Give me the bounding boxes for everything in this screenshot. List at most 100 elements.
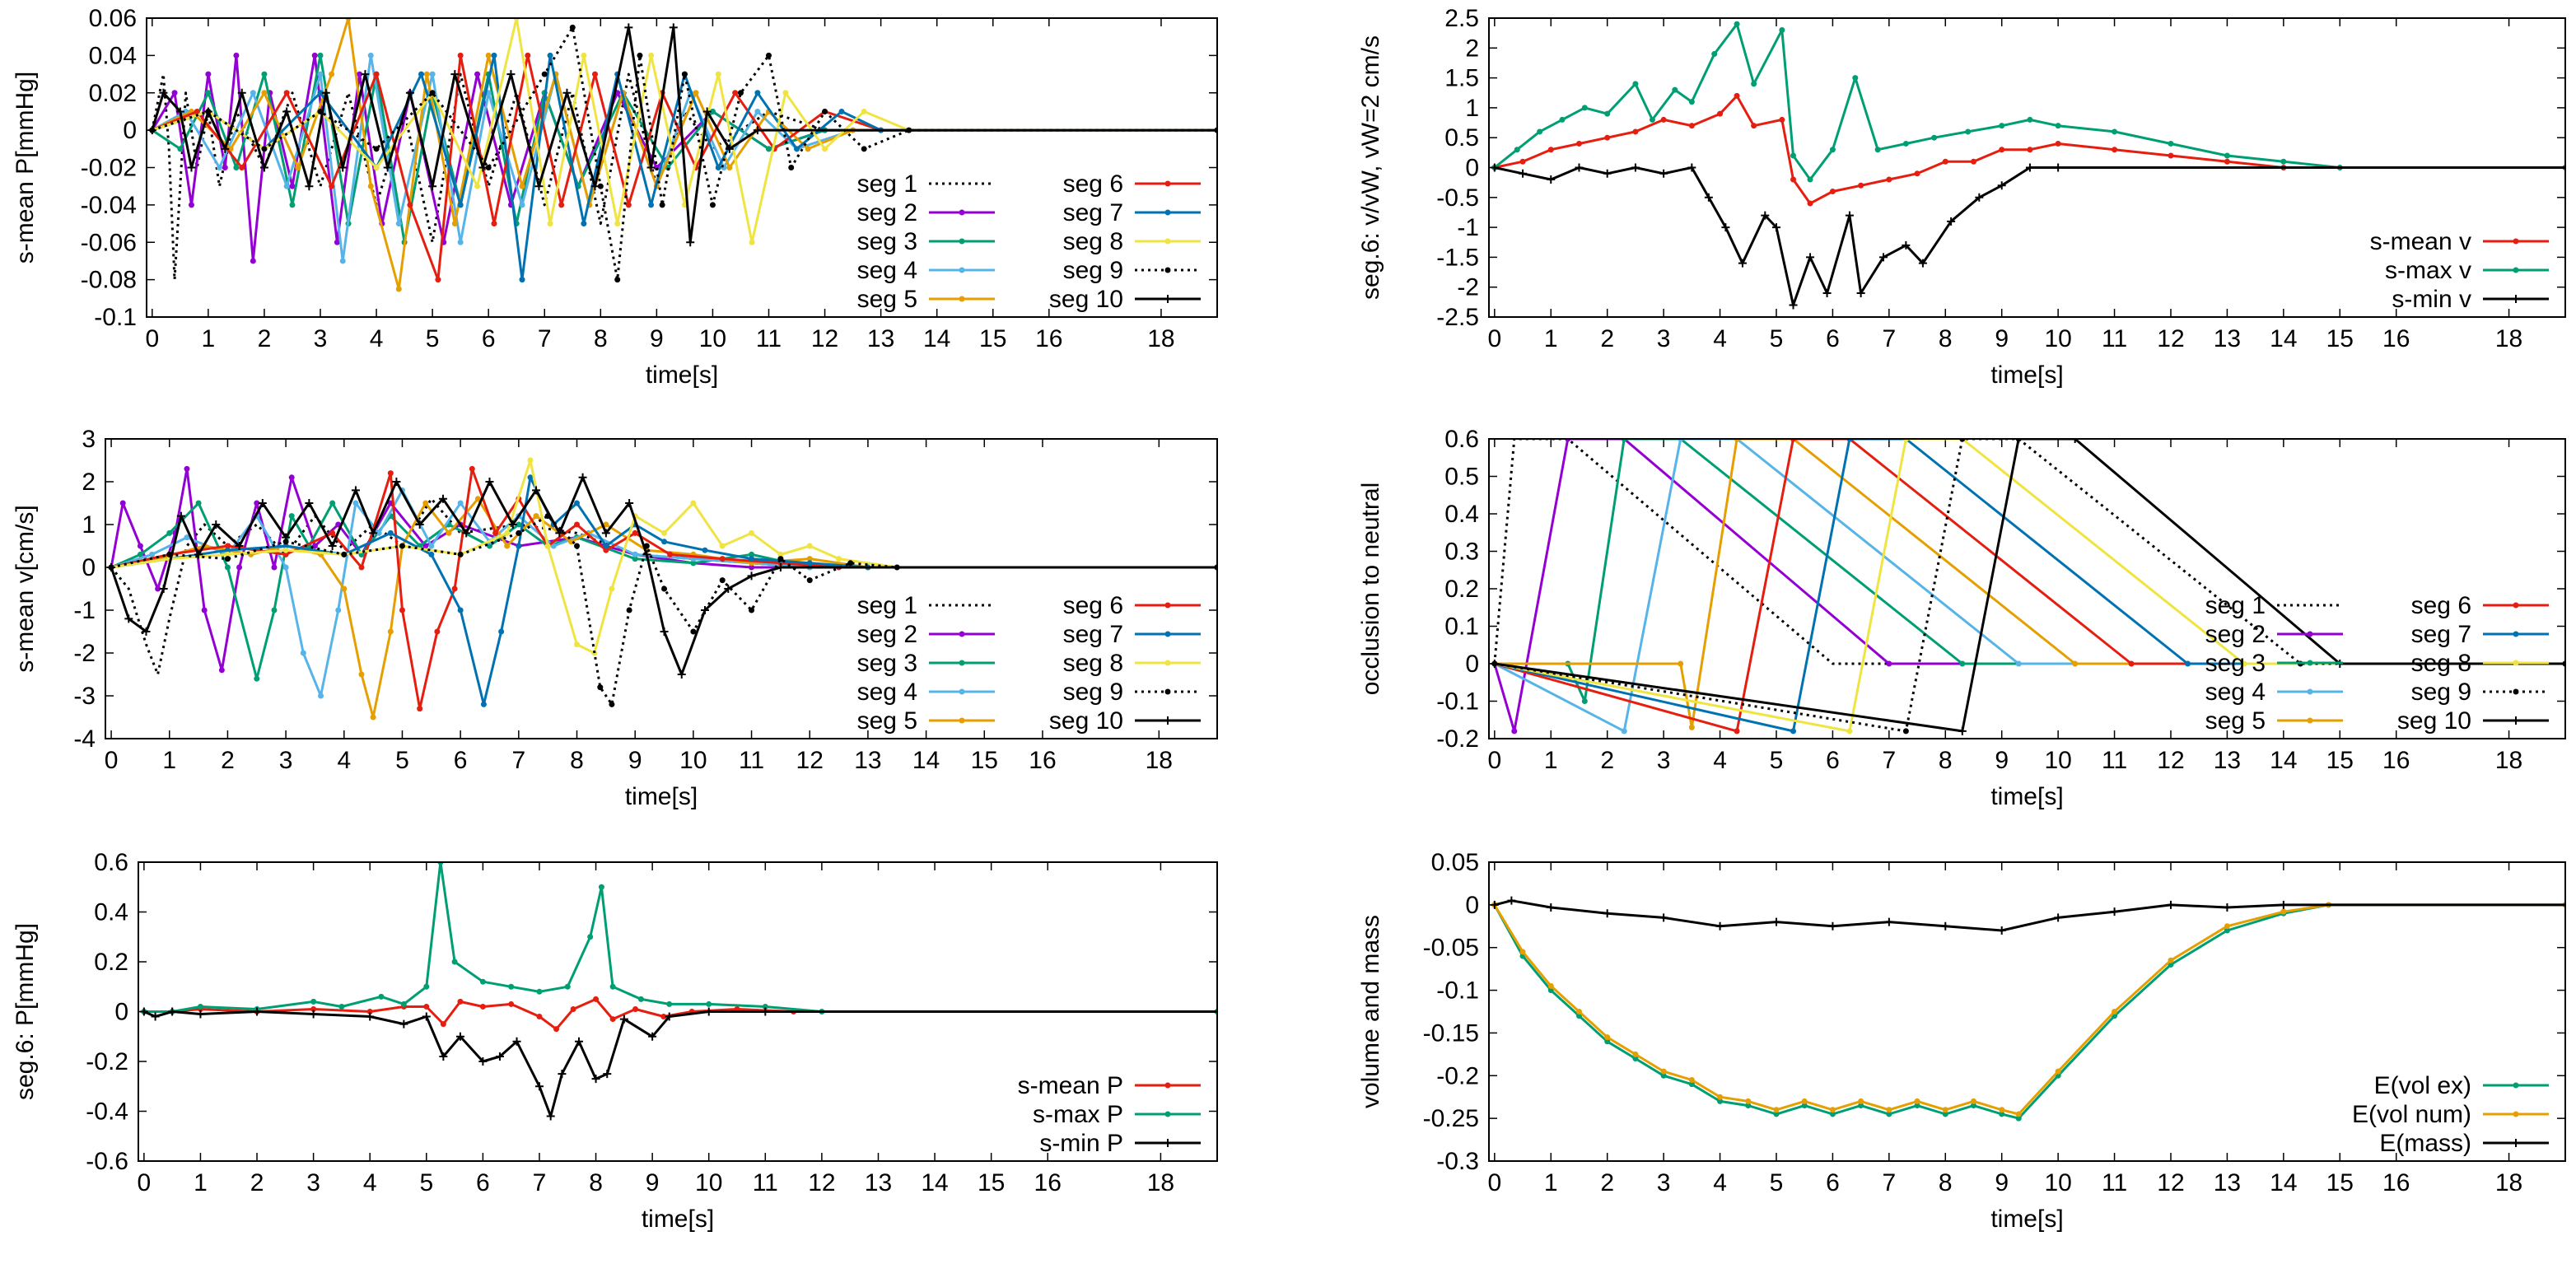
- legend-entry: seg 3: [857, 650, 995, 677]
- data-point: [361, 70, 370, 79]
- data-point: [271, 564, 278, 571]
- data-point: [536, 1014, 543, 1020]
- data-point: [1789, 301, 1798, 310]
- plot-frame: [105, 438, 1218, 739]
- data-point: [1745, 1103, 1752, 1109]
- data-point: [1852, 75, 1859, 82]
- x-tick-label: 1: [1544, 747, 1558, 774]
- y-axis-label: seg.6: P[mmHg]: [12, 923, 39, 1100]
- series-line-s-min-P: [143, 1010, 1217, 1117]
- legend-sample-marker: [1164, 1111, 1171, 1117]
- legend-entry: seg 5: [857, 286, 995, 313]
- data-point: [2015, 660, 2022, 667]
- legend-label: seg 8: [1063, 650, 1123, 677]
- x-axis-label: time[s]: [625, 783, 698, 810]
- data-point: [1807, 200, 1813, 207]
- legend-sample-marker: [959, 296, 965, 302]
- x-tick-label: 11: [2102, 325, 2127, 352]
- data-point: [1771, 917, 1780, 926]
- x-tick-label: 15: [979, 325, 1006, 352]
- data-point: [1970, 1098, 1976, 1104]
- x-tick-label: 16: [2382, 747, 2410, 774]
- legend-sample-marker: [959, 267, 965, 273]
- data-point: [533, 513, 539, 520]
- x-tick-label: 10: [2044, 325, 2071, 352]
- data-point: [495, 1052, 504, 1061]
- x-tick-label: 3: [1657, 1169, 1671, 1196]
- x-tick-label: 2: [250, 1169, 264, 1196]
- data-point: [224, 556, 231, 562]
- x-tick-label: 10: [2044, 747, 2071, 774]
- data-point: [373, 146, 380, 152]
- data-point: [614, 221, 621, 227]
- data-point: [1604, 134, 1611, 141]
- plot-frame: [138, 861, 1218, 1162]
- data-point: [1829, 1107, 1836, 1113]
- data-point: [2224, 923, 2230, 930]
- data-point: [139, 1007, 148, 1016]
- data-point: [625, 202, 632, 208]
- data-point: [1547, 982, 1554, 989]
- y-tick-label: -0.1: [1436, 688, 1479, 716]
- data-point: [439, 1052, 448, 1061]
- y-tick-label: -0.02: [81, 155, 137, 182]
- legend-entry: seg 10: [1049, 286, 1201, 313]
- x-tick-label: 13: [867, 325, 894, 352]
- series-line-s-mean-v: [1494, 94, 2565, 205]
- data-point: [288, 474, 295, 481]
- data-point: [1914, 1098, 1920, 1104]
- data-point: [1745, 1098, 1752, 1104]
- legend-sample-marker: [959, 660, 965, 666]
- legend-entry: E(vol num): [2352, 1101, 2549, 1128]
- data-point: [806, 577, 813, 584]
- data-point: [2025, 163, 2034, 172]
- x-tick-label: 14: [912, 747, 940, 774]
- x-tick-label: 13: [865, 1169, 892, 1196]
- legend-sample-marker: [2513, 688, 2519, 695]
- data-point: [1801, 1103, 1808, 1109]
- data-point: [1829, 1111, 1836, 1117]
- data-point: [1687, 163, 1696, 172]
- data-point: [261, 90, 268, 96]
- legend-sample-marker: [2513, 238, 2519, 245]
- legend-sample-marker: [959, 238, 965, 245]
- data-point: [642, 550, 651, 559]
- series-line-s-max-v: [1493, 22, 2565, 181]
- data-point: [2027, 147, 2033, 153]
- legend-sample-marker: [1164, 209, 1171, 216]
- x-tick-label: 3: [1657, 325, 1671, 352]
- x-tick-label: 8: [1939, 1169, 1953, 1196]
- data-point: [690, 560, 697, 567]
- x-tick-label: 18: [2495, 747, 2522, 774]
- legend-label: seg 3: [2205, 650, 2266, 677]
- data-point: [1965, 128, 1972, 135]
- plot-frame: [1488, 438, 2566, 739]
- legend-sample-marker: [1164, 180, 1171, 187]
- data-point: [1902, 240, 1911, 250]
- y-tick-label: 1.5: [1444, 65, 1479, 92]
- data-point: [534, 1082, 544, 1091]
- data-point: [2055, 140, 2061, 147]
- data-point: [1846, 728, 1853, 735]
- data-point: [704, 1007, 713, 1016]
- chart-panel-p1: 0 1 2 3 4 5 6 7 8 9 10 11 12 13 14 15 16 18-0.1-0.08-0.06…: [12, 5, 1218, 389]
- legend-entry: s-min v: [2392, 286, 2549, 313]
- legend-sample-marker: [2307, 631, 2313, 637]
- data-point: [1751, 81, 1757, 87]
- data-point: [399, 543, 405, 549]
- data-point: [648, 52, 655, 58]
- data-point: [1942, 1111, 1948, 1117]
- data-point: [2168, 152, 2174, 159]
- legend-entry: seg 1: [857, 170, 995, 198]
- series-line-seg-9: [110, 515, 1217, 706]
- y-tick-label: -2: [1457, 274, 1479, 301]
- y-axis-label: occlusion to neutral: [1357, 483, 1384, 696]
- y-tick-label: -2.5: [1436, 304, 1479, 331]
- data-point: [1632, 128, 1639, 135]
- data-point: [603, 547, 609, 553]
- data-point: [1678, 660, 1684, 667]
- data-point: [373, 165, 380, 170]
- legend-entry: seg 4: [857, 257, 995, 284]
- data-point: [508, 520, 517, 529]
- x-tick-label: 12: [811, 325, 838, 352]
